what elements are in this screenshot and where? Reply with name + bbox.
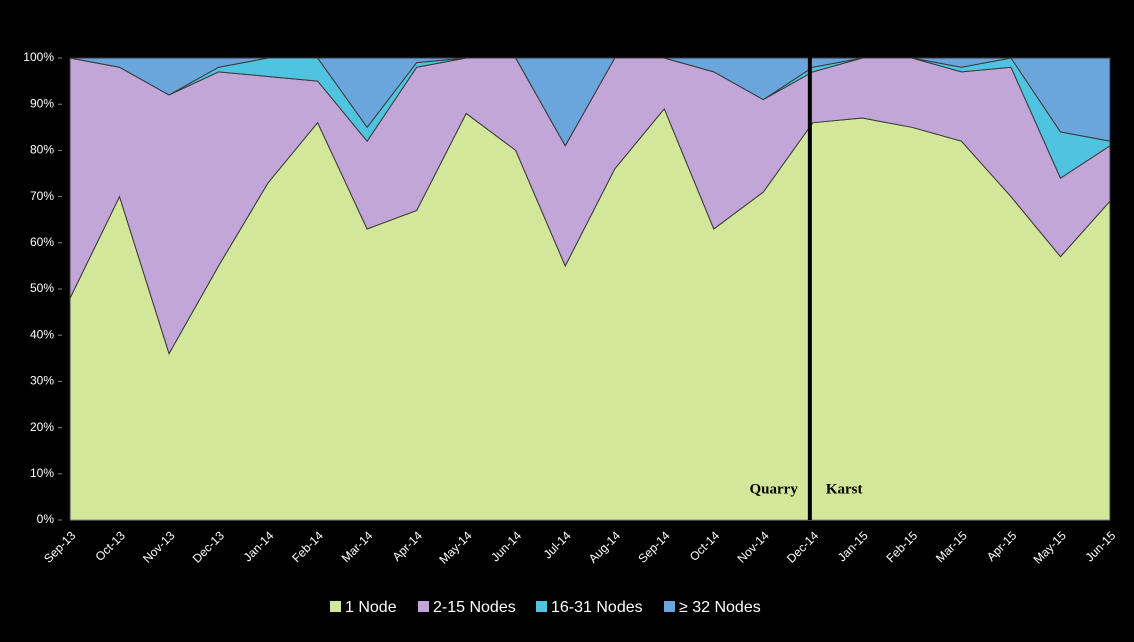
- x-tick-label: Jun-15: [1083, 528, 1119, 564]
- y-tick-label: 70%: [30, 189, 54, 203]
- x-tick-label: Mar-15: [933, 528, 970, 565]
- y-tick-label: 0%: [37, 512, 55, 526]
- x-tick-label: Jan-15: [835, 528, 871, 564]
- y-tick-label: 80%: [30, 143, 54, 157]
- legend-swatch: [330, 601, 341, 612]
- x-tick-label: Jul-14: [541, 528, 574, 561]
- y-tick-label: 100%: [23, 50, 54, 64]
- x-tick-label: Mar-14: [339, 528, 376, 565]
- legend-label: ≥ 32 Nodes: [679, 599, 761, 616]
- x-tick-label: Apr-14: [390, 528, 426, 564]
- y-tick-label: 90%: [30, 96, 54, 110]
- y-tick-label: 40%: [30, 327, 54, 341]
- x-tick-label: Feb-14: [289, 528, 326, 565]
- legend-swatch: [536, 601, 547, 612]
- x-tick-label: Nov-13: [140, 528, 177, 565]
- legend-label: 1 Node: [345, 599, 397, 616]
- legend-swatch: [664, 601, 675, 612]
- x-tick-label: Dec-14: [784, 528, 821, 565]
- x-tick-label: Nov-14: [734, 528, 771, 565]
- x-tick-label: Oct-13: [93, 528, 129, 564]
- y-tick-label: 50%: [30, 281, 54, 295]
- x-tick-label: Feb-15: [883, 528, 920, 565]
- area: [69, 57, 1111, 147]
- y-tick-label: 20%: [30, 420, 54, 434]
- x-tick-label: Jun-14: [488, 528, 524, 564]
- x-tick-label: Sep-13: [41, 528, 78, 565]
- x-tick-label: May-14: [436, 528, 474, 566]
- annotation: Quarry: [750, 481, 799, 497]
- y-tick-label: 60%: [30, 235, 54, 249]
- x-tick-label: Oct-14: [687, 528, 723, 564]
- x-tick-label: Dec-13: [190, 528, 227, 565]
- x-tick-label: Jan-14: [241, 528, 277, 564]
- legend-label: 16-31 Nodes: [551, 599, 643, 616]
- x-tick-label: Aug-14: [586, 528, 623, 565]
- legend-swatch: [418, 601, 429, 612]
- x-tick-label: Apr-15: [984, 528, 1020, 564]
- y-tick-label: 10%: [30, 466, 54, 480]
- legend-label: 2-15 Nodes: [433, 599, 516, 616]
- annotation: Karst: [826, 481, 863, 497]
- x-tick-label: May-15: [1031, 528, 1069, 566]
- y-tick-label: 30%: [30, 374, 54, 388]
- x-tick-label: Sep-14: [635, 528, 672, 565]
